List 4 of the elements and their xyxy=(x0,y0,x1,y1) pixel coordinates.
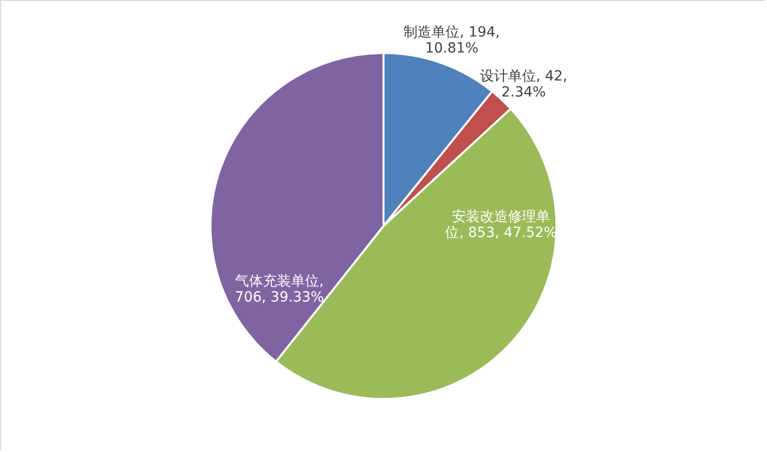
slice-label: 设计单位, 42, 2.34% xyxy=(480,68,568,100)
slice-label: 气体充装单位, 706, 39.33% xyxy=(234,274,324,306)
slice-label: 安装改造修理单位, 853, 47.52% xyxy=(445,208,558,241)
slice-label: 制造单位, 194, 10.81% xyxy=(404,24,500,57)
